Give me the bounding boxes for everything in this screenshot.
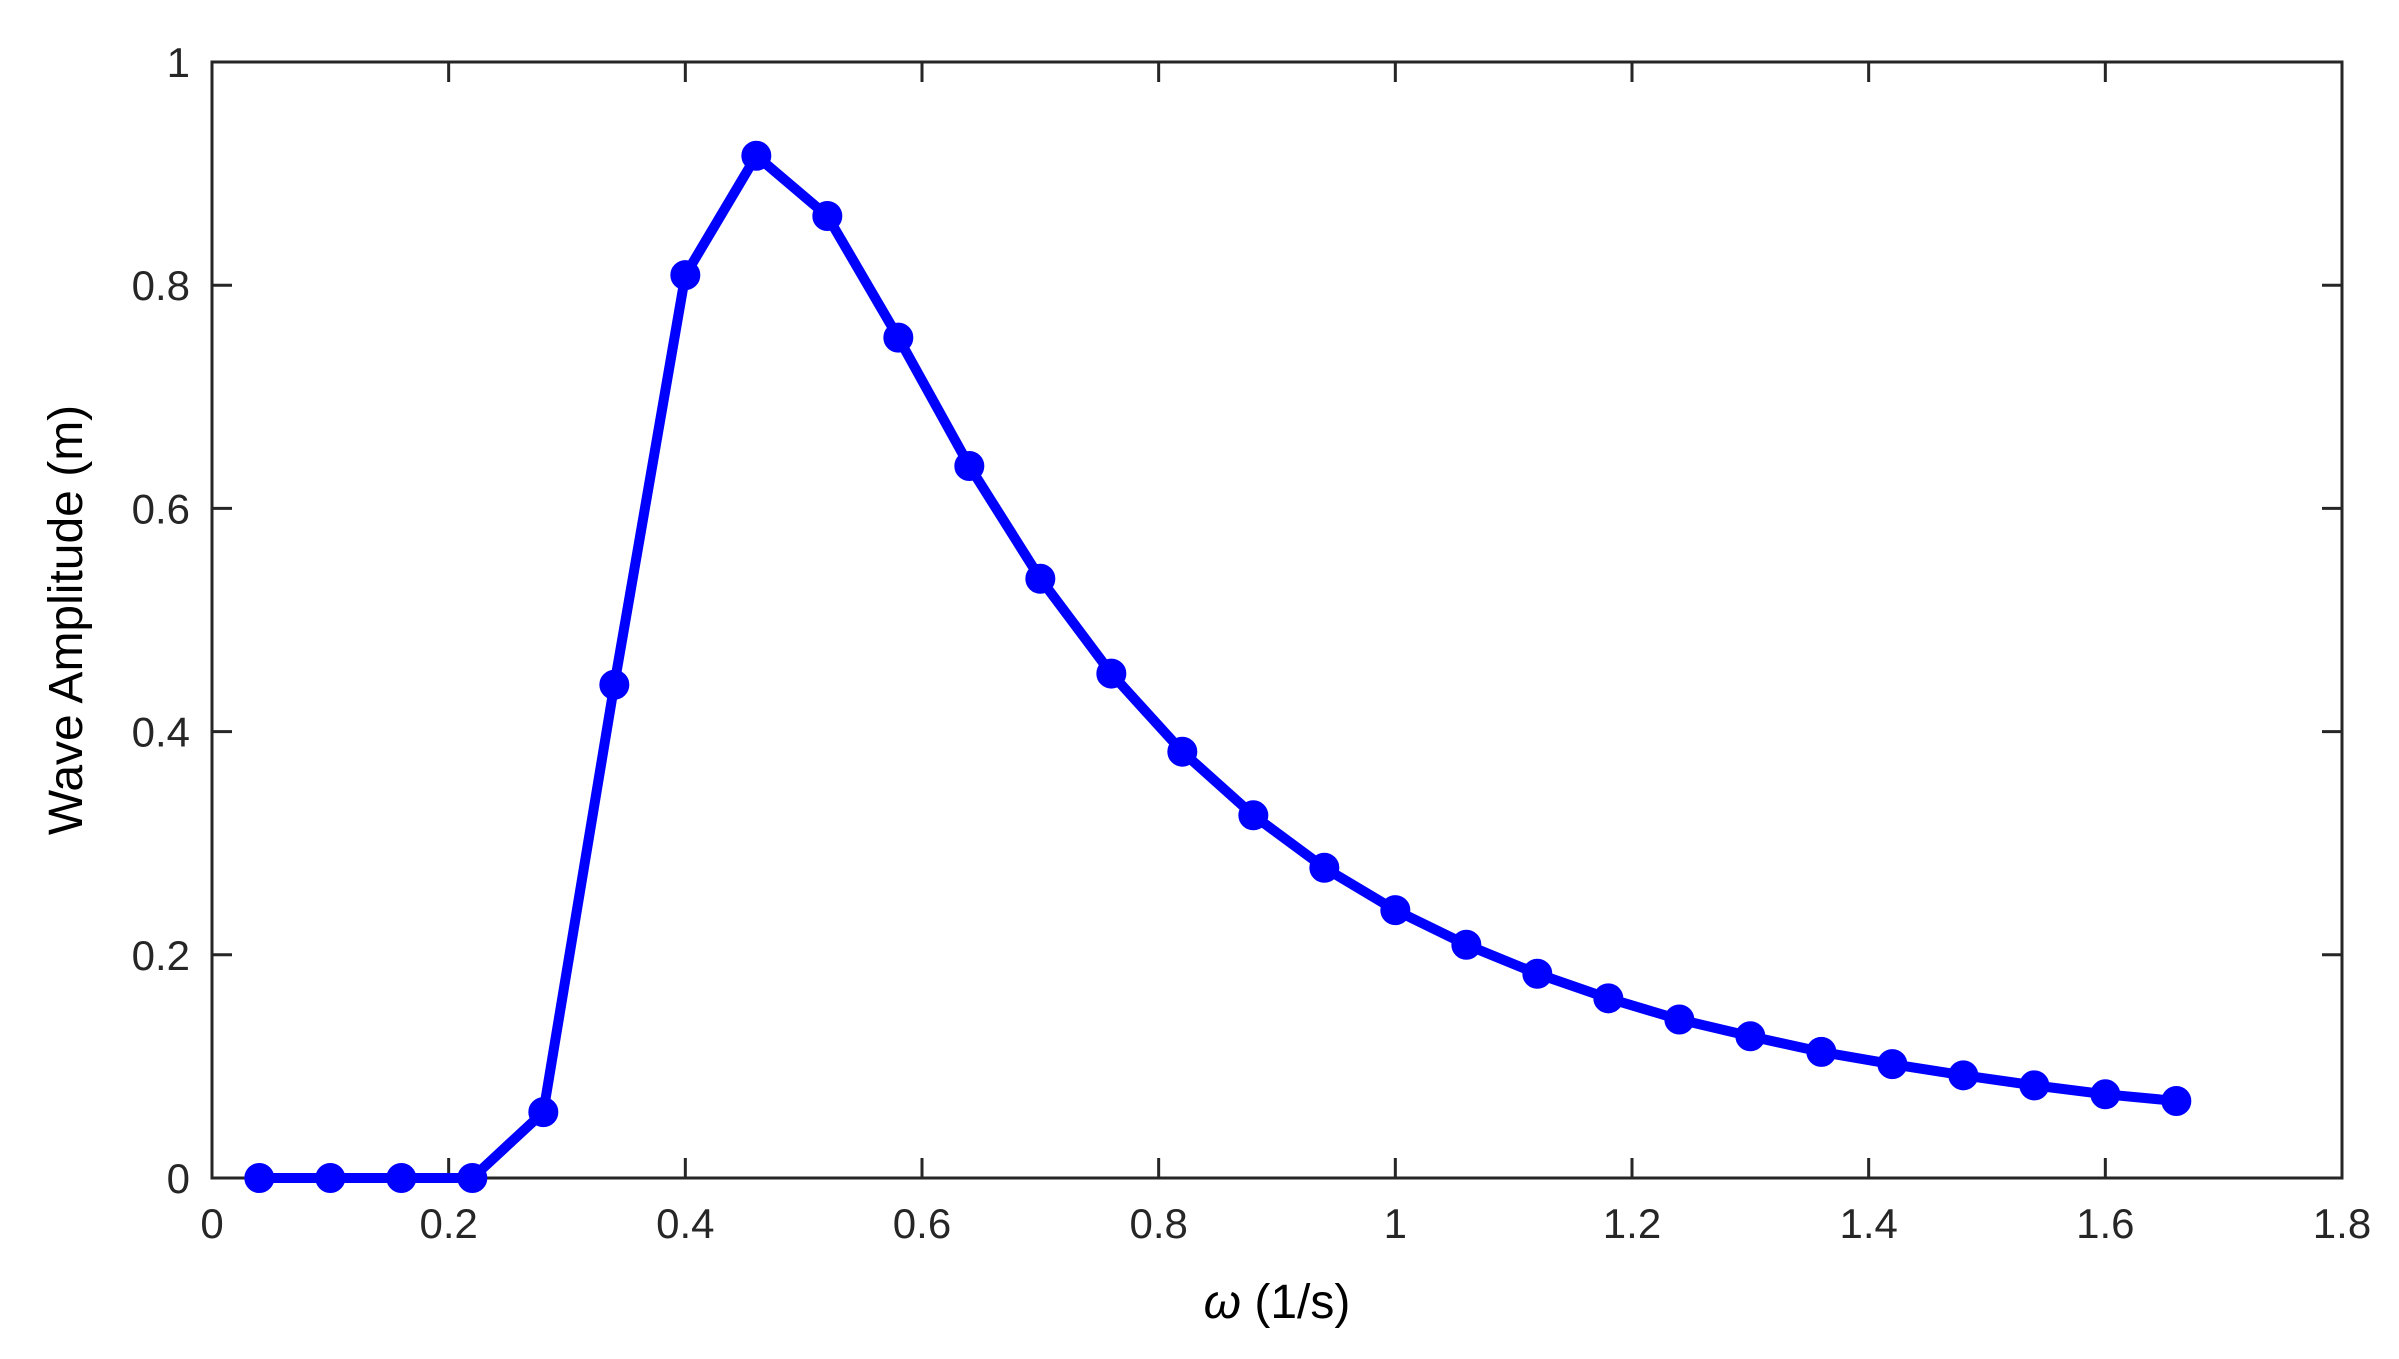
data-point: [244, 1163, 275, 1193]
data-point: [315, 1163, 346, 1193]
x-axis-label-units: (1/s): [1241, 1276, 1350, 1329]
y-tick-label: 1: [167, 39, 190, 86]
data-point: [386, 1163, 417, 1193]
data-point: [457, 1163, 488, 1193]
data-point: [1877, 1049, 1908, 1080]
data-point: [1593, 983, 1624, 1014]
data-point: [1167, 736, 1198, 767]
data-point: [670, 260, 701, 291]
y-axis-label: Wave Amplitude (m): [40, 405, 93, 835]
data-point: [1025, 563, 1056, 594]
x-tick-label: 1.4: [1839, 1200, 1897, 1247]
data-point: [1806, 1036, 1837, 1067]
axes: 0 0.2 0.4 0.6 0.8 1 1.2 1.4 1.6 1.8 0 0.2 0.4 0.6 0.8 1: [132, 39, 2372, 1247]
x-tick-label: 0.4: [656, 1200, 714, 1247]
x-tick-label: 1.2: [1603, 1200, 1661, 1247]
data-point: [528, 1097, 559, 1128]
x-tick-label: 1.6: [2076, 1200, 2134, 1247]
data-point: [2019, 1070, 2050, 1101]
x-tick-label: 1: [1384, 1200, 1407, 1247]
x-tick-label: 0.8: [1129, 1200, 1187, 1247]
y-tick-label: 0.8: [132, 262, 190, 309]
data-point: [599, 669, 630, 700]
data-point: [1238, 800, 1269, 831]
x-tick-label: 0.2: [419, 1200, 477, 1247]
data-point: [1664, 1004, 1695, 1035]
y-tick-label: 0.6: [132, 485, 190, 532]
x-axis-label-symbol: ω: [1204, 1276, 1241, 1329]
data-point: [1380, 895, 1411, 926]
data-point: [2161, 1085, 2192, 1116]
data-point: [1735, 1021, 1766, 1052]
x-tick-label: 0: [200, 1200, 223, 1247]
data-point: [812, 201, 843, 232]
plot-area-box: [210, 60, 2344, 1180]
data-point: [1309, 852, 1340, 883]
data-point: [883, 322, 914, 353]
y-tick-label: 0.4: [132, 709, 190, 756]
x-tick-label: 0.6: [893, 1200, 951, 1247]
data-point: [1096, 658, 1127, 689]
data-point: [2090, 1079, 2121, 1110]
data-series: [244, 140, 2192, 1193]
x-tick-label: 1.8: [2313, 1200, 2371, 1247]
series-line: [254, 150, 2182, 1183]
data-point: [1948, 1060, 1979, 1091]
y-tick-label: 0: [167, 1155, 190, 1202]
data-point: [1522, 958, 1553, 989]
y-tick-label: 0.2: [132, 932, 190, 979]
x-axis-label: ω (1/s): [1204, 1276, 1351, 1329]
data-point: [954, 450, 985, 481]
data-point: [741, 140, 772, 171]
data-point: [1451, 929, 1482, 960]
